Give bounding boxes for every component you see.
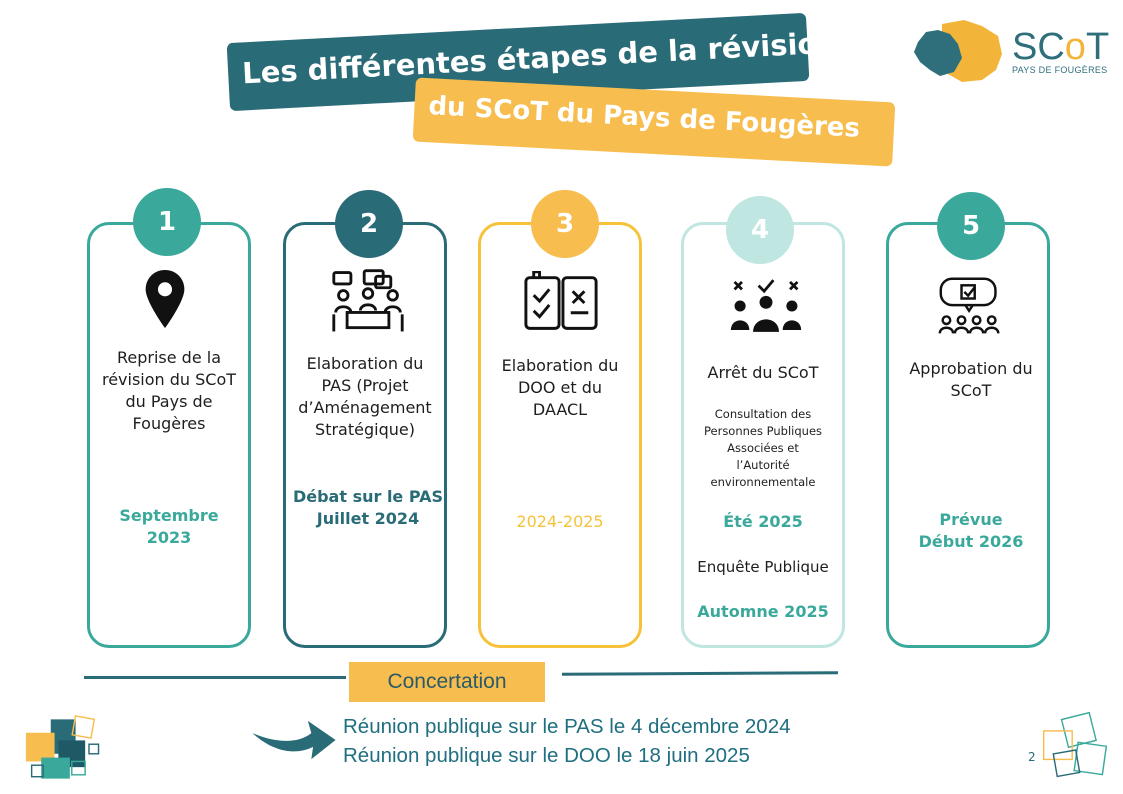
step-4-consultation: Consultation des Personnes Publiques Assoc… (703, 407, 823, 489)
step-2-date: Débat sur le PAS Juillet 2024 (292, 487, 444, 528)
concertation-label: Concertation (349, 662, 545, 702)
checklist-book-icon (524, 271, 598, 330)
meeting-icon (332, 269, 404, 332)
concertation-line-left (84, 676, 346, 679)
logo-subtitle: PAYS DE FOUGÈRES (1012, 65, 1108, 75)
vote-people-icon (730, 279, 802, 332)
decorative-squares-left-icon (25, 715, 100, 779)
step-number-1: 1 (133, 188, 201, 256)
step-card-2 (283, 222, 447, 648)
step-2-title: Elaboration du PAS (Projet d’Aménagement St… (298, 354, 432, 439)
concertation-line-right (561, 671, 839, 676)
page-number: 2 (1028, 750, 1036, 764)
title-line1: Les différentes étapes de la révision (241, 25, 839, 91)
region-map-logo-icon (914, 20, 1002, 82)
step-number-2: 2 (335, 190, 403, 258)
step-3-date: 2024-2025 (516, 512, 604, 531)
map-pin-icon (145, 269, 185, 329)
step-4-title: Arrêt du SCoT (707, 363, 819, 382)
step-5-date: Prévue Début 2026 (918, 510, 1024, 551)
step-1-title: Reprise de la révision du SCoT du Pays de F… (101, 348, 237, 433)
step-1-date: Septembre 2023 (119, 506, 219, 547)
step-number-4: 4 (726, 196, 794, 264)
concertation-item-2: Réunion publique sur le DOO le 18 juin 2… (343, 744, 750, 767)
logo-wordmark: SCoT (1012, 26, 1110, 68)
presentation-audience-icon (938, 277, 1000, 334)
title-banner-line2: du SCoT du Pays de Fougères (412, 77, 896, 167)
arrow-icon (252, 720, 336, 760)
step-5-title: Approbation du SCoT (909, 359, 1033, 400)
step-number-3: 3 (531, 190, 599, 258)
step-3-title: Elaboration du DOO et du DAACL (501, 356, 619, 419)
concertation-item-1: Réunion publique sur le PAS le 4 décembr… (343, 715, 791, 738)
step-number-5: 5 (937, 192, 1005, 260)
title-line2: du SCoT du Pays de Fougères (427, 91, 861, 144)
step-4-date-summer: Été 2025 (723, 512, 803, 531)
decorative-squares-right-icon (1042, 711, 1108, 778)
step-4-date-autumn: Automne 2025 (697, 602, 829, 621)
step-4-enquete: Enquête Publique (697, 558, 829, 576)
